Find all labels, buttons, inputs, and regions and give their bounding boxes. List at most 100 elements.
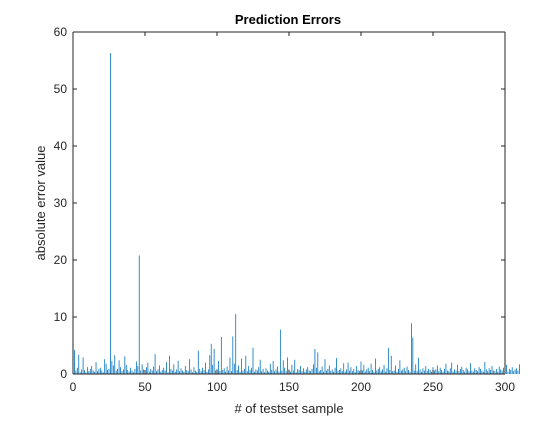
y-tick-label: 50 (54, 82, 68, 96)
bar (93, 371, 94, 374)
bar (181, 368, 182, 374)
bar (513, 371, 514, 374)
bar (100, 368, 101, 374)
bar (186, 370, 187, 374)
bar (146, 367, 147, 374)
bar (245, 356, 246, 374)
bar (211, 344, 212, 374)
bar (277, 367, 278, 374)
bar (110, 53, 111, 374)
bar (237, 370, 238, 374)
bar (215, 371, 216, 374)
bar (90, 369, 91, 374)
bar (300, 366, 301, 374)
bar (284, 368, 285, 374)
bar (402, 369, 403, 374)
bar (294, 360, 295, 374)
bar (378, 369, 379, 374)
bar (412, 338, 413, 374)
bar (297, 369, 298, 374)
bar (263, 369, 264, 374)
bar (218, 361, 219, 374)
bar (74, 350, 75, 374)
bar (171, 369, 172, 374)
bar (139, 255, 140, 374)
x-tick-label: 300 (495, 380, 515, 394)
bar (248, 366, 249, 374)
bar (362, 371, 363, 374)
bar (356, 366, 357, 374)
bar (502, 371, 503, 374)
bar (158, 369, 159, 374)
bar (506, 365, 507, 374)
bar (140, 371, 141, 374)
bar (388, 348, 389, 374)
bar (96, 362, 97, 374)
bar (199, 369, 200, 374)
chart-title: Prediction Errors (235, 12, 341, 27)
bar (391, 356, 392, 374)
bar (353, 369, 354, 374)
bar (415, 364, 416, 374)
bar (368, 368, 369, 374)
bar (322, 367, 323, 374)
bar (307, 367, 308, 374)
bar (270, 364, 271, 374)
bar (244, 369, 245, 374)
bar (395, 365, 396, 374)
bar (135, 369, 136, 374)
bar (116, 371, 117, 374)
bar (87, 367, 88, 374)
bar (325, 359, 326, 374)
bar (84, 370, 85, 374)
bar (155, 354, 156, 374)
bar (460, 369, 461, 374)
bar (444, 369, 445, 374)
bar (136, 361, 137, 374)
bar (202, 368, 203, 374)
bar (518, 371, 519, 374)
bar (198, 351, 199, 374)
bar (166, 362, 167, 374)
bar (516, 368, 517, 374)
x-tick-label: 50 (138, 380, 152, 394)
x-tick-label: 150 (279, 380, 299, 394)
bar (489, 368, 490, 374)
x-tick-label: 0 (70, 380, 77, 394)
bar (255, 369, 256, 374)
bar (425, 366, 426, 374)
bar (185, 366, 186, 374)
bar (492, 366, 493, 374)
bar (251, 368, 252, 374)
bar (127, 370, 128, 374)
bar (83, 357, 84, 374)
bar (351, 367, 352, 374)
bar (441, 370, 442, 374)
bar (260, 360, 261, 374)
bar (512, 367, 513, 374)
bar (120, 367, 121, 374)
y-tick-label: 60 (54, 25, 68, 39)
bar (78, 355, 79, 374)
y-axis-label: absolute error value (33, 146, 48, 261)
bar (124, 356, 125, 374)
bar (411, 323, 412, 374)
bar (172, 371, 173, 374)
bar (106, 364, 107, 374)
bar (291, 365, 292, 374)
bar (77, 368, 78, 374)
bar (222, 370, 223, 374)
bar (283, 360, 284, 374)
bar (221, 337, 222, 374)
bar (346, 369, 347, 374)
plot-area (73, 32, 505, 374)
y-tick-label: 30 (54, 196, 68, 210)
bar (209, 355, 210, 374)
bar (315, 349, 316, 374)
bar (250, 370, 251, 374)
bar (399, 360, 400, 374)
bar (162, 370, 163, 374)
bar (258, 367, 259, 374)
bar (191, 369, 192, 374)
bar (208, 369, 209, 374)
